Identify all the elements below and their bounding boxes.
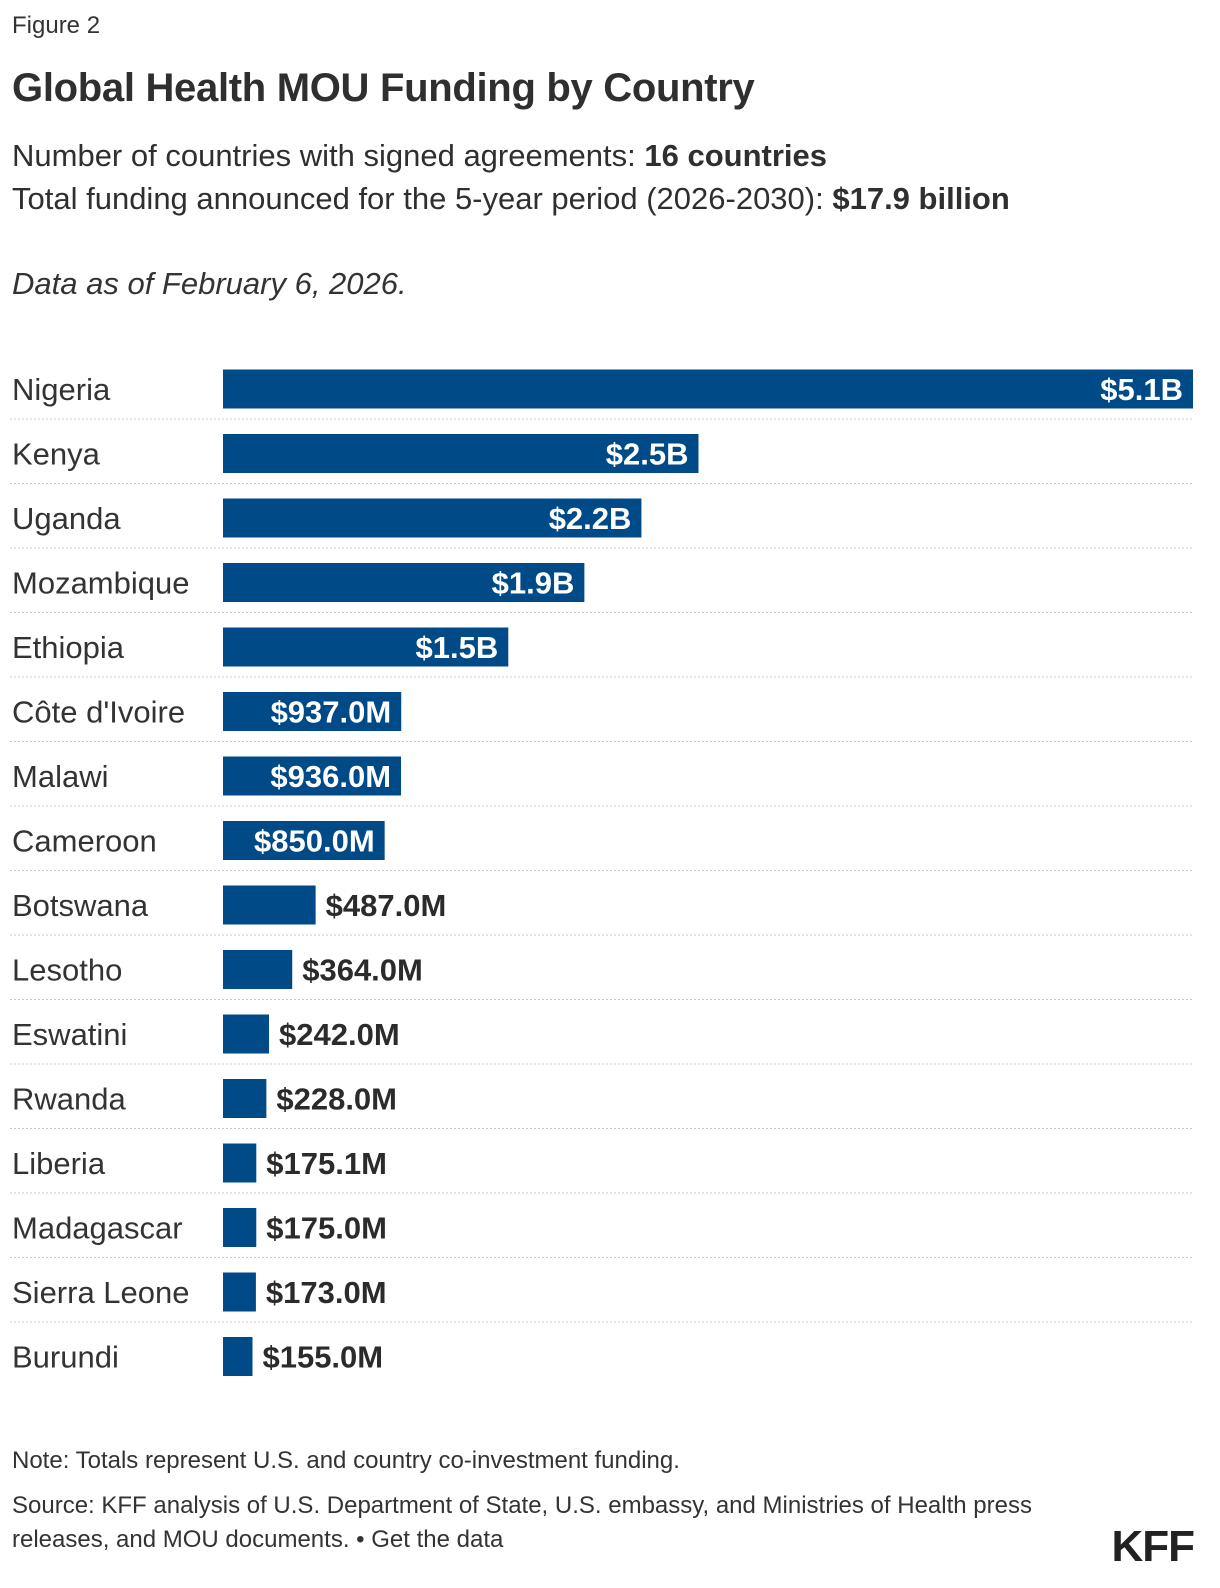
bar[interactable] [223, 1272, 256, 1312]
bar[interactable] [223, 627, 509, 667]
subtitle-country-count: Number of countries with signed agreemen… [12, 138, 827, 174]
category-label: Liberia [12, 1146, 106, 1181]
category-label: Lesotho [12, 953, 122, 988]
category-label: Côte d'Ivoire [12, 695, 185, 730]
chart-source: Source: KFF analysis of U.S. Department … [12, 1489, 1092, 1557]
subtitle-total-funding-text: Total funding announced for the 5-year p… [12, 181, 833, 216]
category-label: Kenya [12, 437, 101, 472]
data-label: $173.0M [266, 1275, 387, 1310]
chart-note: Note: Totals represent U.S. and country … [12, 1447, 680, 1474]
kff-logo: KFF [1111, 1522, 1195, 1571]
subtitle-total-funding: Total funding announced for the 5-year p… [12, 181, 1010, 217]
data-label: $175.1M [266, 1146, 387, 1181]
bar[interactable] [223, 692, 402, 731]
data-label: $155.0M [262, 1340, 383, 1375]
bar[interactable] [223, 434, 699, 473]
data-label: $5.1B [1100, 372, 1183, 407]
bar-chart: Nigeria $5.1B Kenya $2.5B Uganda $2.2B Mozambi… [0, 355, 1220, 1415]
bar[interactable] [223, 1143, 257, 1183]
category-label: Burundi [12, 1340, 119, 1375]
bar-chart-svg: Nigeria $5.1B Kenya $2.5B Uganda $2.2B Mozambi… [10, 369, 1193, 1376]
subtitle-total-funding-value: $17.9 billion [832, 181, 1010, 216]
bar[interactable] [223, 885, 316, 925]
source-text: Source: KFF analysis of U.S. Department … [12, 1492, 1032, 1553]
data-label: $2.5B [606, 437, 689, 472]
data-date: Data as of February 6, 2026. [12, 266, 407, 301]
get-the-data-link[interactable]: Get the data [371, 1526, 504, 1553]
category-label: Botswana [12, 888, 149, 923]
category-label: Madagascar [12, 1211, 183, 1246]
data-label: $228.0M [276, 1082, 397, 1117]
bar[interactable] [223, 1079, 267, 1118]
data-label: $364.0M [302, 953, 423, 988]
bar[interactable] [223, 1337, 253, 1376]
bar[interactable] [223, 498, 642, 538]
category-label: Mozambique [12, 566, 189, 601]
bar[interactable] [223, 563, 585, 602]
bar[interactable] [223, 1208, 257, 1247]
data-label: $936.0M [270, 759, 391, 794]
chart-title: Global Health MOU Funding by Country [12, 66, 755, 110]
category-label: Rwanda [12, 1082, 126, 1117]
data-label: $2.2B [549, 501, 632, 536]
data-label: $937.0M [271, 695, 392, 730]
data-label: $850.0M [254, 824, 375, 859]
bar[interactable] [223, 369, 1193, 409]
category-label: Ethiopia [12, 630, 125, 665]
subtitle-country-count-text: Number of countries with signed agreemen… [12, 138, 645, 173]
data-label: $487.0M [326, 888, 447, 923]
category-label: Eswatini [12, 1017, 127, 1052]
bar[interactable] [223, 756, 402, 796]
category-label: Malawi [12, 759, 108, 794]
bar[interactable] [223, 950, 293, 989]
data-label: $242.0M [279, 1017, 400, 1052]
data-label: $175.0M [266, 1211, 387, 1246]
bar[interactable] [223, 821, 385, 860]
data-label: $1.5B [416, 630, 499, 665]
bar[interactable] [223, 1014, 270, 1054]
category-label: Uganda [12, 501, 121, 536]
category-label: Sierra Leone [12, 1275, 190, 1310]
figure-label: Figure 2 [12, 12, 101, 39]
data-label: $1.9B [492, 566, 575, 601]
category-label: Cameroon [12, 824, 157, 859]
category-label: Nigeria [12, 372, 111, 407]
subtitle-country-count-value: 16 countries [644, 138, 827, 173]
